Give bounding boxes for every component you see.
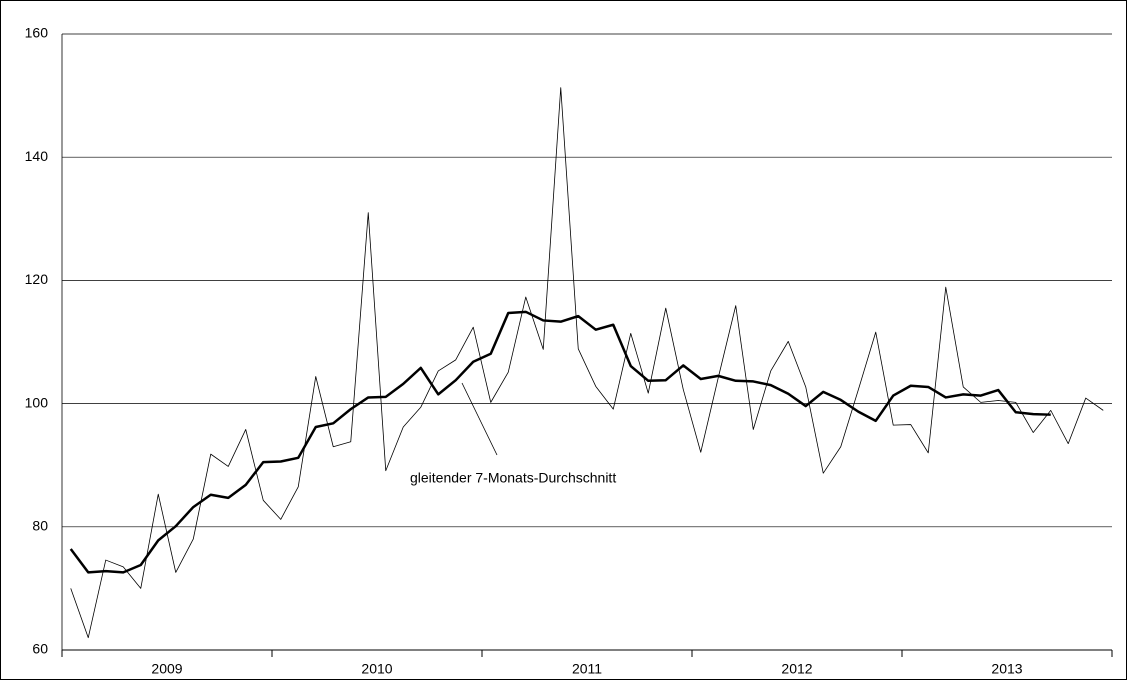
x-tick-label: 2011 [572,661,602,677]
annotation: gleitender 7-Monats-Durchschnitt [410,470,616,486]
y-tick-label: 120 [25,271,49,287]
x-tick-label: 2013 [991,661,1022,677]
y-tick-label: 60 [32,641,48,657]
x-tick-label: 2009 [151,661,182,677]
x-tick-label: 2010 [361,661,392,677]
y-tick-label: 80 [32,518,48,534]
y-tick-label: 140 [25,148,49,164]
x-tick-label: 2012 [781,661,812,677]
series-line [69,310,1051,574]
annotation-leader [461,382,498,456]
y-tick-label: 100 [25,394,49,410]
series-line [70,87,1104,639]
y-tick-label: 160 [25,25,49,41]
